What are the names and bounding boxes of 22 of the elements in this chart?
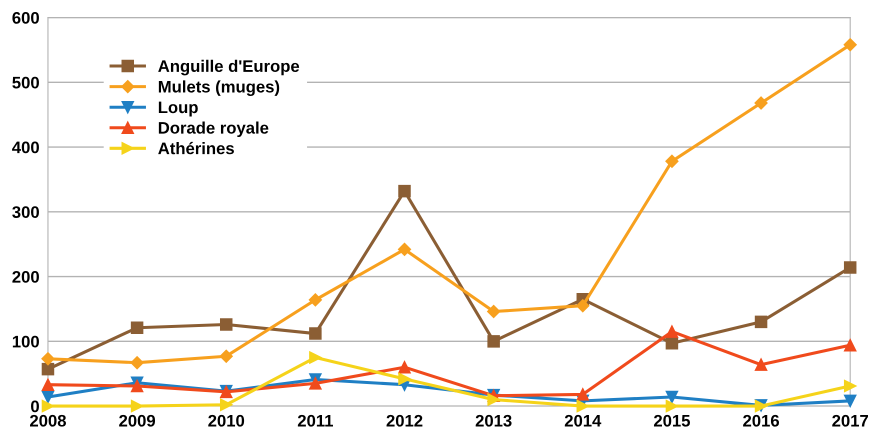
x-tick-label: 2009 xyxy=(119,414,156,427)
legend-label: Loup xyxy=(158,102,198,117)
legend-label: Athérines xyxy=(158,142,234,154)
y-tick-label: 0 xyxy=(31,400,39,412)
y-tick-label: 300 xyxy=(12,206,39,218)
x-tick-label: 2016 xyxy=(743,414,779,427)
legend-label: Dorade royale xyxy=(158,122,268,138)
x-tick-label: 2015 xyxy=(654,414,690,427)
x-tick-label: 2008 xyxy=(30,414,66,427)
y-tick-label: 100 xyxy=(12,336,39,348)
x-tick-label: 2013 xyxy=(476,414,512,427)
x-tick-label: 2014 xyxy=(564,414,602,427)
y-tick-label: 500 xyxy=(12,76,39,89)
legend-label: Anguille d'Europe xyxy=(158,60,300,76)
x-tick-label: 2010 xyxy=(208,414,244,427)
x-tick-label: 2017 xyxy=(832,414,868,427)
x-tick-label: 2011 xyxy=(298,414,333,427)
y-tick-label: 400 xyxy=(12,141,39,154)
y-tick-label: 200 xyxy=(12,270,39,283)
y-tick-label: 600 xyxy=(12,12,39,24)
x-tick-label: 2012 xyxy=(386,414,422,427)
legend-label: Mulets (muges) xyxy=(158,80,280,96)
